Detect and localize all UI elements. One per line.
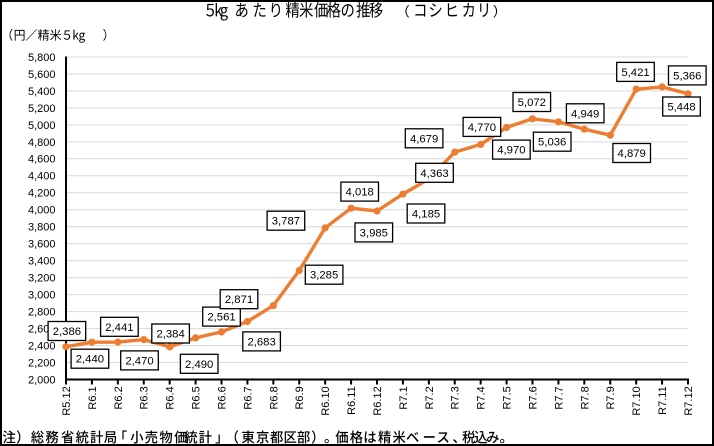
svg-text:R7.11: R7.11 [657, 386, 669, 415]
svg-text:R6.2: R6.2 [113, 386, 125, 409]
svg-text:5,200: 5,200 [28, 103, 56, 115]
svg-text:2,561: 2,561 [207, 312, 235, 324]
svg-text:R6.4: R6.4 [165, 386, 177, 409]
svg-text:3,000: 3,000 [28, 290, 56, 302]
svg-text:5,036: 5,036 [538, 137, 566, 149]
svg-text:3,600: 3,600 [28, 239, 56, 251]
svg-text:R7.8: R7.8 [579, 386, 591, 409]
svg-text:4,000: 4,000 [28, 205, 56, 217]
svg-text:R7.10: R7.10 [631, 386, 643, 415]
svg-text:4,600: 4,600 [28, 154, 56, 166]
svg-text:3,285: 3,285 [310, 270, 338, 282]
svg-text:4,770: 4,770 [468, 122, 496, 134]
svg-text:2,470: 2,470 [125, 355, 153, 367]
svg-text:5,448: 5,448 [667, 102, 695, 114]
svg-text:4,200: 4,200 [28, 188, 56, 200]
svg-text:5,600: 5,600 [28, 69, 56, 81]
svg-text:3,200: 3,200 [28, 273, 56, 285]
svg-text:R7.4: R7.4 [476, 386, 488, 409]
svg-text:2,490: 2,490 [185, 359, 213, 371]
svg-text:R6.12: R6.12 [372, 386, 384, 415]
svg-text:R6.8: R6.8 [268, 386, 280, 409]
svg-text:4,185: 4,185 [412, 209, 440, 221]
svg-text:R7.7: R7.7 [553, 386, 565, 409]
svg-text:4,679: 4,679 [410, 133, 438, 145]
svg-text:R6.1: R6.1 [87, 386, 99, 409]
svg-text:R6.9: R6.9 [294, 386, 306, 409]
svg-text:2,386: 2,386 [53, 326, 81, 338]
svg-text:R7.6: R7.6 [528, 386, 540, 409]
svg-text:R6.7: R6.7 [242, 386, 254, 409]
svg-text:4,800: 4,800 [28, 137, 56, 149]
svg-text:2,200: 2,200 [28, 357, 56, 369]
svg-text:5,421: 5,421 [621, 67, 649, 79]
svg-text:2,384: 2,384 [156, 329, 184, 341]
svg-text:R6.10: R6.10 [320, 386, 332, 415]
svg-text:2,683: 2,683 [247, 336, 275, 348]
svg-text:R6.6: R6.6 [217, 386, 229, 409]
svg-text:3,800: 3,800 [28, 222, 56, 234]
svg-text:4,400: 4,400 [28, 171, 56, 183]
svg-text:3,787: 3,787 [272, 216, 300, 228]
svg-text:5,800: 5,800 [28, 52, 56, 64]
svg-text:R7.1: R7.1 [398, 386, 410, 409]
svg-text:R5.12: R5.12 [61, 386, 73, 415]
svg-text:2,440: 2,440 [76, 354, 104, 366]
svg-text:2,871: 2,871 [225, 294, 253, 306]
svg-text:4,970: 4,970 [497, 145, 525, 157]
svg-text:2,800: 2,800 [28, 307, 56, 319]
svg-text:3,400: 3,400 [28, 256, 56, 268]
svg-text:5,000: 5,000 [28, 120, 56, 132]
svg-text:R7.5: R7.5 [502, 386, 514, 409]
svg-text:4,363: 4,363 [420, 168, 448, 180]
svg-text:4,879: 4,879 [618, 148, 646, 160]
svg-text:R6.5: R6.5 [191, 386, 203, 409]
svg-text:4,018: 4,018 [346, 187, 374, 199]
svg-text:R7.2: R7.2 [424, 386, 436, 409]
svg-text:2,441: 2,441 [105, 322, 133, 334]
svg-text:4,949: 4,949 [571, 108, 599, 120]
svg-text:2,000: 2,000 [28, 374, 56, 386]
svg-text:R7.9: R7.9 [605, 386, 617, 409]
svg-text:R6.11: R6.11 [346, 386, 358, 415]
svg-text:5,072: 5,072 [518, 97, 546, 109]
svg-text:5,400: 5,400 [28, 86, 56, 98]
svg-text:R7.3: R7.3 [450, 386, 462, 409]
svg-text:2,400: 2,400 [28, 341, 56, 353]
svg-text:3,985: 3,985 [360, 227, 388, 239]
svg-text:R6.3: R6.3 [139, 386, 151, 409]
svg-text:R7.12: R7.12 [683, 386, 695, 415]
svg-text:5,366: 5,366 [673, 70, 701, 82]
